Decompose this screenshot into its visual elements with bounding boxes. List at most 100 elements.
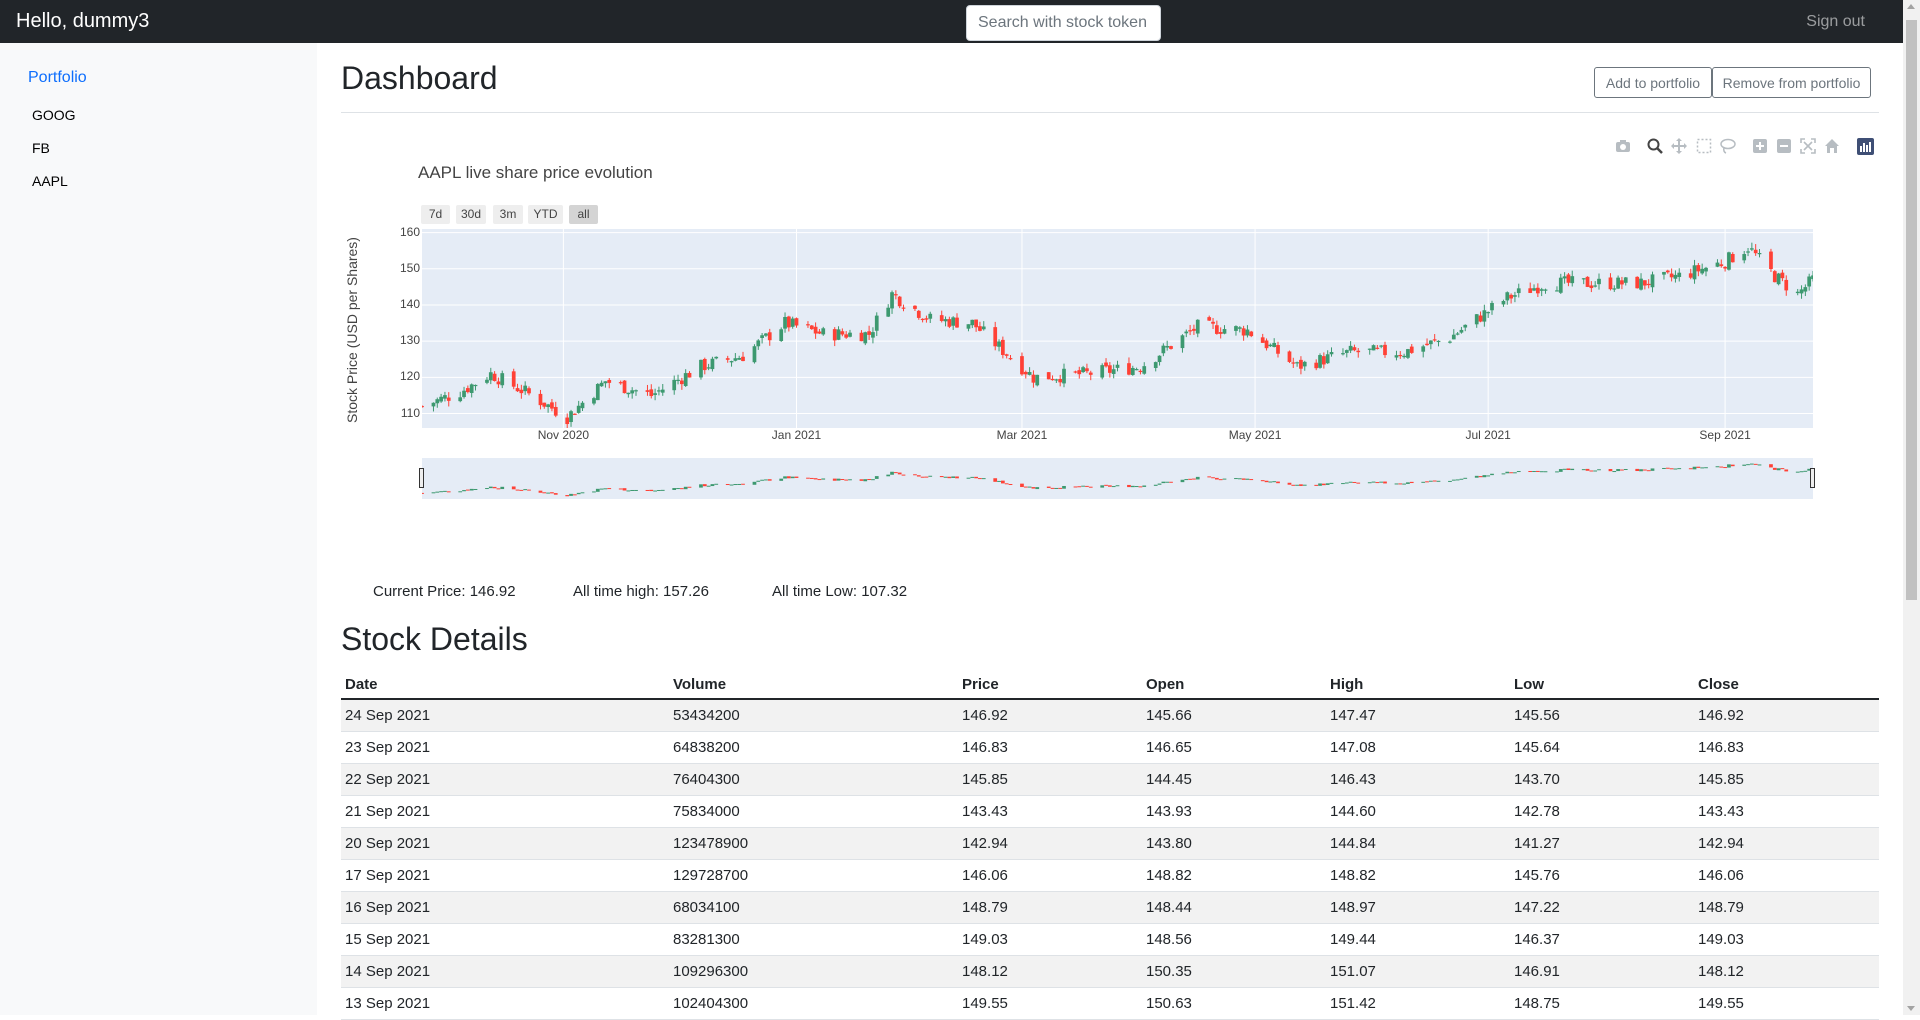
pan-icon[interactable] xyxy=(1671,138,1687,154)
sign-out-link[interactable]: Sign out xyxy=(1806,13,1865,30)
page-scrollbar[interactable] xyxy=(1903,0,1920,1015)
zoom-out-icon[interactable] xyxy=(1776,138,1792,154)
candlestick xyxy=(863,331,868,346)
stock-search-input[interactable] xyxy=(966,5,1161,41)
sidebar-item-fb[interactable]: FB xyxy=(32,140,50,156)
box-select-icon[interactable] xyxy=(1696,138,1712,154)
slider-candlestick xyxy=(1677,468,1682,470)
slider-candlestick xyxy=(1169,481,1173,483)
candlestick xyxy=(1772,270,1777,283)
slider-candlestick xyxy=(1562,468,1567,470)
slider-candlestick xyxy=(1088,486,1093,488)
slider-candlestick xyxy=(1180,479,1185,483)
slider-candlestick xyxy=(1490,473,1494,476)
slider-candlestick xyxy=(1188,478,1192,480)
camera-icon[interactable] xyxy=(1615,138,1631,154)
slider-candlestick xyxy=(1115,485,1120,487)
candlestick xyxy=(1482,304,1487,327)
candlestick xyxy=(1371,344,1376,351)
zoom-in-icon[interactable] xyxy=(1752,138,1768,154)
slider-candlestick xyxy=(1222,478,1227,480)
range-button-ytd[interactable]: YTD xyxy=(528,205,563,224)
candlestick xyxy=(439,393,443,403)
scroll-down-arrow-icon[interactable] xyxy=(1907,1006,1915,1011)
slider-candlestick xyxy=(1776,468,1781,471)
candlestick xyxy=(1142,362,1147,375)
candlestick xyxy=(1081,365,1085,374)
candlestick xyxy=(1398,351,1403,359)
slider-candlestick xyxy=(1241,478,1246,480)
candlestick xyxy=(836,326,841,341)
candlestick xyxy=(1035,374,1040,387)
table-cell: 142.78 xyxy=(1510,795,1694,828)
slider-candlestick xyxy=(1104,484,1108,486)
zoom-icon[interactable] xyxy=(1647,138,1663,154)
candlestick xyxy=(1088,370,1093,381)
slider-candlestick xyxy=(1501,473,1506,475)
candlestick xyxy=(1715,259,1720,268)
table-cell: 148.12 xyxy=(1694,955,1879,988)
autoscale-icon[interactable] xyxy=(1800,138,1816,154)
table-row: 15 Sep 2021 83281300 149.03 148.56 149.44 146… xyxy=(341,923,1879,956)
slider-candlestick xyxy=(542,492,547,494)
range-button-3m[interactable]: 3m xyxy=(493,205,523,224)
scrollbar-thumb[interactable] xyxy=(1906,20,1917,600)
slider-candlestick xyxy=(871,479,875,481)
candlestick xyxy=(1585,276,1590,288)
candlestick xyxy=(446,392,451,407)
sidebar-portfolio-heading[interactable]: Portfolio xyxy=(28,69,87,86)
slider-candlestick xyxy=(1692,466,1697,470)
candlestick xyxy=(1642,280,1647,290)
slider-candlestick xyxy=(1535,470,1540,472)
slider-candlestick xyxy=(500,486,505,490)
sidebar-item-aapl[interactable]: AAPL xyxy=(32,173,68,189)
reset-axes-icon[interactable] xyxy=(1824,138,1840,154)
range-slider-right-handle[interactable] xyxy=(1810,468,1815,488)
range-slider-left-handle[interactable] xyxy=(419,468,424,488)
slider-candlestick xyxy=(1207,476,1212,478)
candlestick xyxy=(462,386,466,399)
slider-candlestick xyxy=(422,492,424,494)
slider-candlestick xyxy=(1398,483,1403,485)
candlestick xyxy=(1608,273,1613,291)
table-cell: 17 Sep 2021 xyxy=(341,859,669,892)
candlestick xyxy=(595,383,600,401)
candlestick xyxy=(1490,300,1494,315)
slider-candlestick xyxy=(1669,468,1674,470)
remove-from-portfolio-button[interactable]: Remove from portfolio xyxy=(1712,67,1871,98)
plotly-logo-icon[interactable] xyxy=(1857,138,1874,155)
table-cell: 129728700 xyxy=(669,859,958,892)
candlestick xyxy=(706,363,711,371)
table-cell: 150.63 xyxy=(1142,987,1326,1020)
range-button-all[interactable]: all xyxy=(569,205,598,224)
add-to-portfolio-button[interactable]: Add to portfolio xyxy=(1594,67,1712,98)
slider-candlestick xyxy=(1581,469,1586,471)
slider-candlestick xyxy=(1436,480,1441,482)
candlestick-plot-area[interactable] xyxy=(422,229,1813,428)
lasso-icon[interactable] xyxy=(1720,138,1736,154)
scroll-up-arrow-icon[interactable] xyxy=(1907,4,1915,9)
table-cell: 24 Sep 2021 xyxy=(341,699,669,732)
page-title: Dashboard xyxy=(341,60,498,96)
candlestick xyxy=(1528,282,1533,294)
candlestick xyxy=(1535,283,1540,298)
range-button-30d[interactable]: 30d xyxy=(456,205,486,224)
slider-candlestick xyxy=(729,484,734,486)
range-button-7d[interactable]: 7d xyxy=(421,205,450,224)
candlestick xyxy=(1555,286,1559,292)
candlestick xyxy=(580,401,585,412)
candlestick xyxy=(496,377,501,389)
candlestick-chart[interactable] xyxy=(422,229,1813,428)
slider-candlestick xyxy=(1023,486,1028,488)
slider-candlestick xyxy=(970,476,975,478)
slider-candlestick xyxy=(714,483,719,485)
candlestick xyxy=(725,355,730,363)
slider-candlestick xyxy=(1749,463,1754,465)
range-slider[interactable] xyxy=(422,458,1813,499)
candlestick xyxy=(1027,367,1032,376)
slider-candlestick xyxy=(725,484,730,486)
slider-candlestick xyxy=(813,478,818,480)
sidebar-item-goog[interactable]: GOOG xyxy=(32,107,76,123)
candlestick xyxy=(893,290,898,300)
candlestick xyxy=(1784,275,1789,296)
